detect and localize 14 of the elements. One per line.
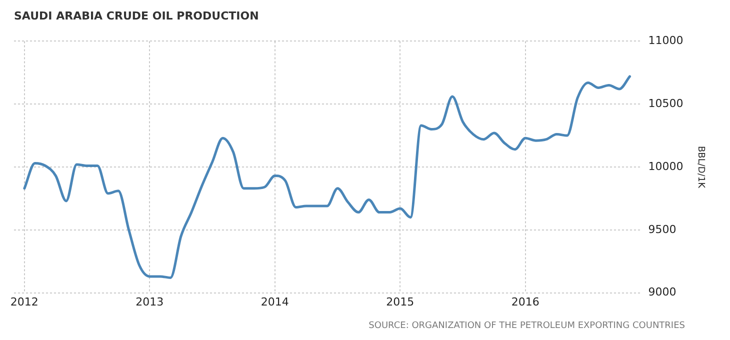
x-tick-label: 2015 <box>386 295 414 308</box>
x-tick-label: 2016 <box>511 295 540 308</box>
x-tick-label: 2014 <box>260 295 289 308</box>
chart-title: SAUDI ARABIA CRUDE OIL PRODUCTION <box>14 9 259 22</box>
y-tick-label: 11000 <box>648 34 684 48</box>
x-tick-label: 2012 <box>10 295 38 308</box>
y-tick-label: 9000 <box>648 286 676 299</box>
x-tick-label: 2013 <box>136 295 164 308</box>
y-tick-label: 10500 <box>648 96 684 110</box>
y-axis-title: BBL/D/1K <box>695 146 706 190</box>
y-tick-label: 9500 <box>648 222 676 236</box>
source-note: SOURCE: ORGANIZATION OF THE PETROLEUM EXPORTING COUNTRIES <box>368 321 686 331</box>
y-tick-label: 10000 <box>648 160 684 173</box>
line-series <box>23 75 632 279</box>
